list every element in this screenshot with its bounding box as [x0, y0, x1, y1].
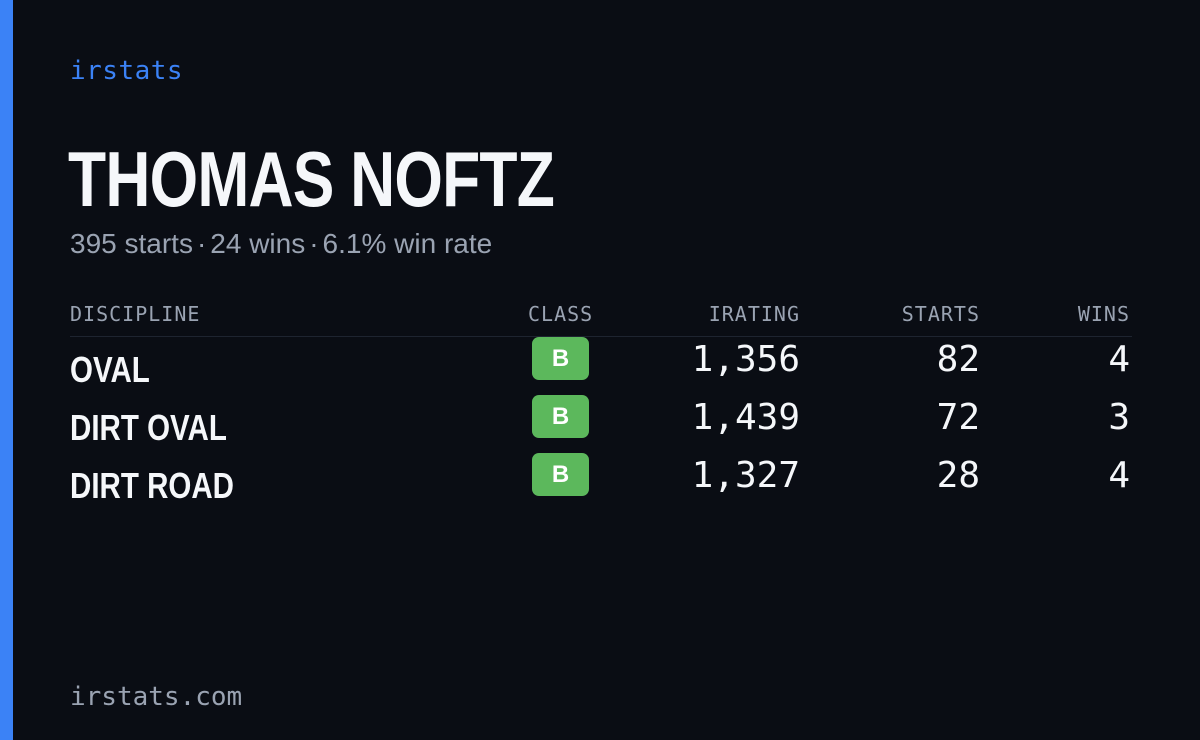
table-header: DISCIPLINE CLASS IRATING STARTS WINS [70, 298, 1132, 337]
stats-table: DISCIPLINE CLASS IRATING STARTS WINS OVA… [70, 298, 1132, 511]
header-discipline: DISCIPLINE [70, 302, 201, 326]
starts-summary: 395 starts [70, 228, 193, 259]
header-wins: WINS [1077, 302, 1130, 326]
wins-value: 3 [1108, 397, 1130, 438]
separator-dot: · [309, 228, 319, 259]
wins-value: 4 [1108, 339, 1130, 380]
accent-bar [0, 0, 13, 740]
winrate-summary: 6.1% win rate [322, 228, 493, 259]
wins-value: 4 [1108, 455, 1130, 496]
brand-logo: irstats [70, 56, 184, 86]
driver-summary: 395 starts · 24 wins · 6.1% win rate [70, 228, 492, 260]
discipline-name: DIRT ROAD [70, 465, 234, 506]
driver-name: THOMAS NOFTZ [68, 135, 555, 223]
irating-value: 1,327 [691, 455, 800, 496]
header-class: CLASS [528, 302, 594, 326]
license-class-badge: B [532, 395, 589, 438]
irating-value: 1,439 [691, 397, 800, 438]
header-irating: IRATING [708, 302, 800, 326]
footer-url: irstats.com [70, 682, 243, 712]
discipline-name: OVAL [70, 349, 150, 390]
table-row: DIRT OVAL B 1,439 72 3 [70, 395, 1132, 453]
license-class-badge: B [532, 337, 589, 380]
separator-dot: · [196, 228, 207, 259]
license-class-badge: B [532, 453, 589, 496]
discipline-name: DIRT OVAL [70, 407, 227, 448]
starts-value: 72 [936, 397, 980, 438]
table-row: DIRT ROAD B 1,327 28 4 [70, 453, 1132, 511]
starts-value: 82 [936, 339, 980, 380]
starts-value: 28 [936, 455, 980, 496]
wins-summary: 24 wins [210, 228, 306, 259]
header-starts: STARTS [901, 302, 980, 326]
table-row: OVAL B 1,356 82 4 [70, 337, 1132, 395]
irating-value: 1,356 [691, 339, 800, 380]
